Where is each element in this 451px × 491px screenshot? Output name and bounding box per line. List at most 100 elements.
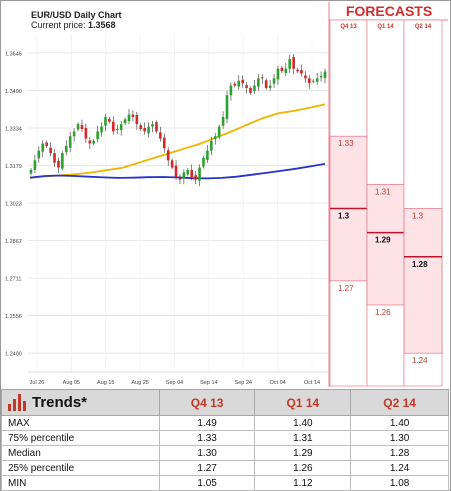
candle-body — [276, 68, 280, 80]
candle-body — [127, 114, 131, 122]
forecast-p25-label: 1.27 — [338, 284, 354, 293]
candle-body — [170, 160, 174, 168]
forecast-median-label: 1.3 — [338, 212, 350, 221]
candle-body — [37, 150, 41, 159]
candle-body — [272, 78, 276, 84]
table-cell: 1.08 — [350, 475, 449, 491]
candle-body — [190, 169, 194, 178]
ma50-line — [29, 103, 326, 179]
candle-body — [237, 80, 241, 87]
forecast-range-box — [403, 208, 443, 354]
trends-title: Trends* — [32, 394, 88, 411]
candle-body — [308, 78, 311, 84]
x-tick-label: Jul 26 — [30, 380, 45, 386]
candle-body — [76, 124, 80, 130]
table-cell: 1.29 — [254, 445, 352, 461]
trends-table: Trends* Q4 13 Q1 14 Q2 14 MAX 1.49 1.40 … — [1, 389, 449, 491]
current-price-label: Current price: — [31, 20, 89, 30]
candle-body — [280, 67, 284, 72]
row-label: MIN — [1, 475, 160, 491]
candle-body — [155, 122, 158, 132]
table-row: MIN 1.05 1.12 1.08 — [1, 475, 449, 491]
candle-body — [88, 140, 92, 144]
current-price-value: 1.3568 — [88, 20, 116, 30]
table-cell: 1.28 — [350, 445, 449, 461]
trends-header-row: Trends* Q4 13 Q1 14 Q2 14 — [1, 389, 449, 416]
candle-body — [268, 85, 272, 89]
trends-col-header: Q4 13 — [158, 389, 256, 416]
table-cell: 1.40 — [254, 415, 352, 431]
candle-body — [319, 75, 323, 78]
candle-body — [198, 167, 201, 181]
candle-body — [315, 78, 319, 82]
table-row: 75% percentile 1.33 1.31 1.30 — [1, 430, 449, 446]
candle-body — [229, 85, 233, 96]
candle-body — [96, 131, 99, 140]
table-cell: 1.27 — [158, 460, 256, 476]
x-tick-label: Aug 15 — [97, 380, 114, 386]
x-tick-label: Aug 25 — [131, 380, 148, 386]
candle-body — [104, 116, 107, 126]
x-tick-label: Oct 04 — [270, 380, 286, 386]
candle-body — [135, 115, 139, 125]
candle-body — [221, 116, 225, 126]
candle-body — [100, 126, 103, 133]
candle-body — [260, 77, 264, 79]
x-tick-label: Sep 14 — [200, 380, 217, 386]
y-tick-label: 1.2867 — [5, 239, 22, 245]
candle-body — [112, 121, 115, 132]
forecast-p25-label: 1.26 — [375, 308, 391, 317]
candle-body — [33, 160, 37, 170]
candle-body — [53, 153, 56, 163]
trends-col-header: Q1 14 — [254, 389, 352, 416]
y-tick-label: 1.3334 — [5, 127, 22, 133]
x-tick-label: Sep 04 — [166, 380, 183, 386]
candle-body — [49, 147, 52, 154]
y-tick-label: 1.3179 — [5, 164, 22, 170]
candle-body — [245, 85, 248, 89]
forecast-p25-label: 1.24 — [412, 356, 428, 365]
forecast-p75-label: 1.3 — [412, 212, 424, 221]
candle-body — [257, 78, 260, 87]
candle-body — [29, 169, 33, 174]
candle-body — [131, 114, 135, 117]
candle-body — [151, 124, 154, 127]
candle-body — [202, 157, 205, 167]
candle-body — [61, 153, 64, 169]
x-tick-label: Sep 24 — [235, 380, 252, 386]
candle-body — [162, 137, 166, 149]
candle-body — [68, 136, 72, 148]
x-tick-label: Oct 14 — [304, 380, 320, 386]
candle-body — [284, 68, 288, 74]
candle-body — [233, 83, 237, 86]
candle-body — [300, 70, 303, 74]
candle-body — [80, 125, 84, 129]
candle-body — [217, 126, 221, 138]
candle-body — [292, 57, 295, 69]
x-tick-label: Aug 05 — [63, 380, 80, 386]
y-tick-label: 1.2556 — [5, 314, 22, 320]
candle-body — [311, 80, 315, 82]
candle-body — [174, 165, 178, 178]
candle-body — [123, 119, 127, 124]
candle-body — [159, 132, 162, 139]
candle-body — [288, 59, 292, 69]
table-row: Median 1.30 1.29 1.28 — [1, 445, 449, 461]
forecast-column-label: Q1 14 — [377, 24, 394, 30]
forecast-column-label: Q4 13 — [340, 24, 357, 30]
table-cell: 1.12 — [254, 475, 352, 491]
candle-body — [304, 75, 307, 79]
candle-body — [206, 150, 209, 160]
table-cell: 1.30 — [158, 445, 256, 461]
candle-body — [64, 145, 68, 153]
candle-body — [182, 172, 186, 179]
candle-body — [178, 178, 182, 180]
candle-body — [45, 142, 48, 146]
y-tick-label: 1.2400 — [5, 352, 22, 358]
table-cell: 1.40 — [350, 415, 449, 431]
candle-body — [57, 160, 60, 168]
table-cell: 1.30 — [350, 430, 449, 446]
table-cell: 1.05 — [158, 475, 256, 491]
table-cell: 1.49 — [158, 415, 256, 431]
candle-body — [143, 128, 146, 132]
